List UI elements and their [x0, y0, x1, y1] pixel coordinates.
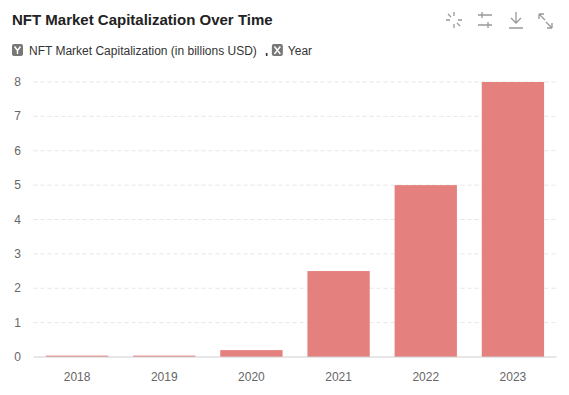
grid-line: [34, 322, 557, 323]
y-badge-glyph: [15, 47, 21, 55]
x-tick-label: 2023: [500, 370, 527, 384]
icon-settings[interactable]: [478, 12, 492, 28]
grid-line: [34, 288, 557, 289]
y-tick-label: 3: [14, 247, 21, 261]
bar: [220, 350, 282, 357]
y-tick-label: 1: [14, 316, 21, 330]
y-tick-label: 6: [14, 144, 21, 158]
grid-line: [34, 253, 557, 254]
x-tick-label: 2022: [412, 370, 439, 384]
grid-line: [34, 219, 557, 220]
bar: [395, 185, 457, 357]
y-tick-label: 0: [14, 350, 21, 364]
x-tick-label: 2019: [151, 370, 178, 384]
icon-select[interactable]: [446, 12, 462, 28]
grid-line: [34, 150, 557, 151]
y-tick-label: 2: [14, 281, 21, 295]
bar: [482, 82, 544, 357]
separator: [266, 53, 268, 56]
grid-line: [34, 116, 557, 117]
x-axis-line: [34, 357, 557, 358]
bars: [46, 82, 544, 357]
x-tick-label: 2021: [325, 370, 352, 384]
icon-download[interactable]: [509, 12, 523, 28]
chart-svg: NFT Market Capitalization Over Time NFT M…: [0, 0, 569, 395]
y-badge: [12, 44, 23, 56]
y-axis-label: NFT Market Capitalization (in billions U…: [29, 44, 257, 58]
toolbar-icons: [446, 12, 552, 28]
y-tick-label: 4: [14, 213, 21, 227]
grid-line: [34, 185, 557, 186]
icon-expand[interactable]: [539, 14, 552, 28]
title: NFT Market Capitalization Over Time: [12, 11, 273, 28]
bar: [307, 271, 369, 357]
chart-root: NFT Market Capitalization Over Time NFT M…: [0, 0, 569, 395]
x-axis-label: Year: [288, 44, 312, 58]
x-tick-label: 2018: [64, 370, 91, 384]
x-badge-glyph: [274, 47, 280, 55]
x-badge: [272, 44, 283, 56]
y-tick-label: 5: [14, 178, 21, 192]
grid-line: [34, 82, 557, 83]
y-tick-label: 7: [14, 109, 21, 123]
y-tick-label: 8: [14, 75, 21, 89]
x-tick-label: 2020: [238, 370, 265, 384]
